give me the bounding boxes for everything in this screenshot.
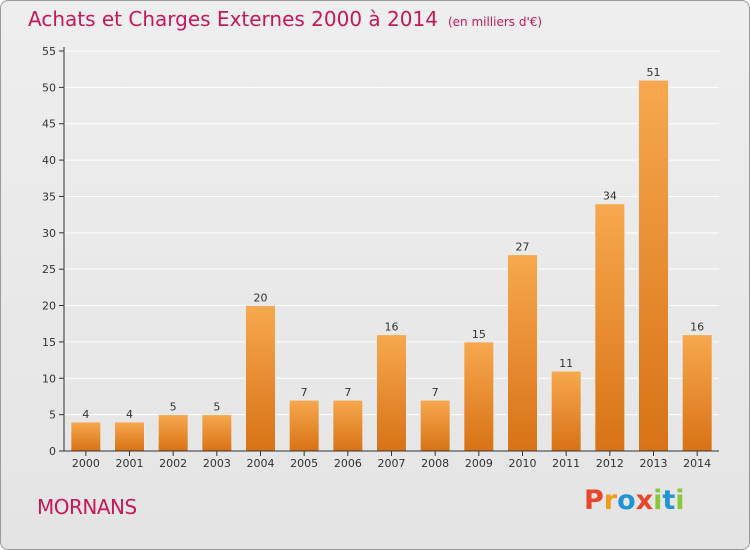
data-label: 5 [170, 401, 177, 414]
bar [376, 334, 407, 452]
data-label: 20 [254, 292, 268, 305]
x-tick-label: 2013 [640, 457, 668, 470]
bar [245, 305, 276, 452]
x-tick-label: 2010 [509, 457, 537, 470]
x-tick-label: 2006 [334, 457, 362, 470]
x-tick-label: 2000 [72, 457, 100, 470]
logo-letter: i [653, 485, 663, 516]
y-tick-label: 15 [42, 336, 56, 349]
data-label: 16 [385, 321, 399, 334]
y-tick-label: 0 [49, 445, 56, 458]
data-label: 5 [213, 401, 220, 414]
x-tick-label: 2014 [683, 457, 711, 470]
logo-letter: i [675, 485, 685, 516]
bar [550, 370, 582, 452]
bar [638, 79, 669, 452]
y-tick-label: 5 [49, 409, 56, 422]
y-tick-label: 30 [42, 227, 56, 240]
x-tick-label: 2005 [290, 457, 318, 470]
x-tick-label: 2009 [465, 457, 493, 470]
logo-letter: r [603, 485, 618, 516]
data-label: 15 [472, 328, 486, 341]
y-tick-label: 45 [42, 118, 56, 131]
bar [288, 399, 320, 452]
bar [463, 341, 495, 452]
y-tick-label: 55 [42, 45, 56, 58]
data-label: 51 [647, 66, 661, 79]
x-tick-label: 2011 [552, 457, 580, 470]
bar [419, 399, 451, 452]
y-tick-label: 20 [42, 300, 56, 313]
title-unit: (en milliers d'€) [447, 15, 543, 29]
y-tick-label: 40 [42, 154, 56, 167]
bars [70, 79, 713, 452]
x-tick-label: 2004 [247, 457, 275, 470]
proxiti-logo: Proxiti [584, 485, 685, 516]
data-labels: 4 4 5 5 20 7 7 16 7 15 27 11 34 51 16 [82, 66, 704, 421]
x-tick-label: 2003 [203, 457, 231, 470]
x-tick-label: 2002 [159, 457, 187, 470]
logo-letter: t [662, 485, 676, 516]
bar [332, 399, 364, 452]
bar [157, 414, 189, 452]
data-label: 4 [82, 408, 89, 421]
logo-letter: P [584, 485, 604, 516]
data-label: 11 [559, 357, 573, 370]
y-tick-label: 10 [42, 372, 56, 385]
data-label: 7 [432, 386, 439, 399]
logo-letter: x [635, 485, 654, 516]
data-label: 7 [344, 386, 351, 399]
bar [681, 334, 713, 452]
chart-title: Achats et Charges Externes 2000 à 2014 (e… [28, 7, 542, 31]
data-label: 4 [126, 408, 133, 421]
x-tick-label: 2008 [421, 457, 449, 470]
x-tick-label: 2012 [596, 457, 624, 470]
bar [70, 421, 102, 452]
title-text: Achats et Charges Externes 2000 à 2014 [28, 7, 438, 31]
data-label: 34 [603, 190, 617, 203]
commune-name: MORNANS [37, 495, 137, 519]
y-tick-label: 35 [42, 190, 56, 203]
y-tick-label: 25 [42, 263, 56, 276]
data-label: 27 [516, 241, 530, 254]
x-tick-label: 2001 [116, 457, 144, 470]
x-tick-label: 2007 [378, 457, 406, 470]
bar [201, 414, 233, 452]
bar [114, 421, 145, 452]
y-tick-label: 50 [42, 81, 56, 94]
bar [507, 254, 538, 452]
data-label: 7 [301, 386, 308, 399]
bar [594, 203, 626, 452]
logo-letter: o [617, 485, 636, 516]
data-label: 16 [690, 321, 704, 334]
